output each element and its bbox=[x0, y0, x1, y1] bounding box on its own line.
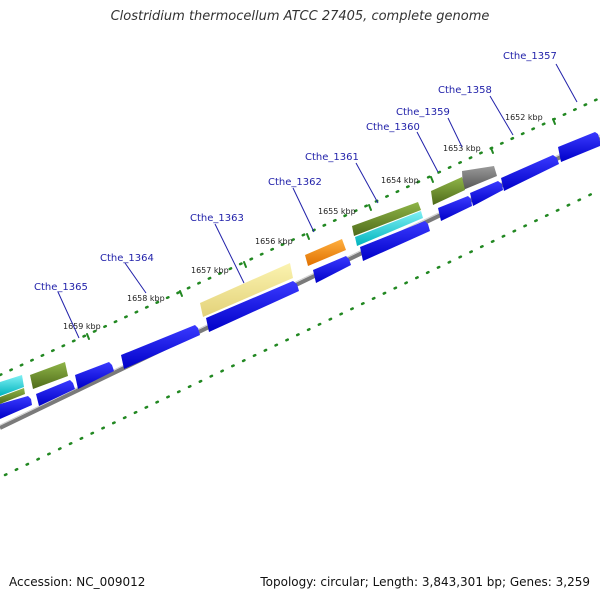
kbp-label: 1654 kbp bbox=[381, 176, 419, 185]
feature-cyan[interactable] bbox=[355, 211, 423, 246]
gene-label[interactable]: Cthe_1365 bbox=[34, 282, 88, 293]
leader-line bbox=[57, 291, 80, 339]
accession-text: Accession: NC_009012 bbox=[9, 575, 146, 589]
leader-line bbox=[555, 63, 578, 103]
major-tick bbox=[306, 233, 310, 240]
cds-arrow[interactable] bbox=[36, 380, 75, 406]
feature-orange[interactable] bbox=[305, 239, 346, 266]
cds-arrow[interactable] bbox=[558, 132, 600, 162]
leader-line bbox=[447, 117, 463, 148]
gene-leader-lines bbox=[57, 63, 578, 339]
leader-line bbox=[489, 95, 514, 136]
kbp-label: 1656 kbp bbox=[255, 237, 293, 246]
major-ticks bbox=[86, 118, 556, 340]
cds-arrow[interactable] bbox=[313, 256, 351, 283]
gene-label[interactable]: Cthe_1360 bbox=[366, 122, 420, 133]
gene-label[interactable]: Cthe_1363 bbox=[190, 213, 244, 224]
feature-khaki[interactable] bbox=[200, 263, 293, 317]
leader-line bbox=[416, 131, 439, 173]
major-tick bbox=[243, 261, 247, 268]
gene-label[interactable]: Cthe_1357 bbox=[503, 51, 557, 62]
major-tick bbox=[179, 290, 183, 297]
feature-gray[interactable] bbox=[462, 166, 497, 190]
leader-line bbox=[355, 162, 379, 204]
feature-olive[interactable] bbox=[0, 388, 25, 404]
map-title: Clostridium thermocellum ATCC 27405, com… bbox=[110, 9, 490, 24]
leader-line bbox=[124, 262, 147, 294]
major-tick bbox=[86, 333, 90, 340]
gene-label[interactable]: Cthe_1358 bbox=[438, 85, 492, 96]
gene-label[interactable]: Cthe_1364 bbox=[100, 253, 154, 264]
cds-arrow[interactable] bbox=[360, 221, 430, 261]
major-tick bbox=[368, 204, 372, 211]
kbp-label: 1652 kbp bbox=[505, 113, 543, 122]
cds-track bbox=[0, 132, 600, 419]
cds-arrow[interactable] bbox=[206, 281, 299, 332]
major-tick bbox=[430, 176, 434, 183]
feature-cyan[interactable] bbox=[0, 375, 24, 396]
gene-label[interactable]: Cthe_1361 bbox=[305, 152, 359, 163]
leader-line bbox=[214, 223, 245, 284]
gene-label[interactable]: Cthe_1362 bbox=[268, 177, 322, 188]
cds-arrow[interactable] bbox=[470, 181, 503, 206]
inner-tick-ring bbox=[3, 188, 600, 477]
kbp-label: 1657 kbp bbox=[191, 266, 229, 275]
kbp-label: 1655 kbp bbox=[318, 207, 356, 216]
genome-summary-text: Topology: circular; Length: 3,843,301 bp… bbox=[260, 575, 590, 589]
cds-arrow[interactable] bbox=[75, 362, 114, 389]
cds-arrow[interactable] bbox=[438, 196, 472, 221]
cds-arrow[interactable] bbox=[501, 155, 559, 191]
kbp-label-group: 1652 kbp 1653 kbp 1654 kbp 1655 kbp 1656… bbox=[63, 113, 543, 331]
cds-arrow[interactable] bbox=[0, 396, 32, 419]
kbp-label: 1659 kbp bbox=[63, 322, 101, 331]
outer-tick-ring bbox=[0, 96, 600, 377]
feature-olive[interactable] bbox=[431, 177, 465, 205]
kbp-label: 1658 kbp bbox=[127, 294, 165, 303]
gene-label[interactable]: Cthe_1359 bbox=[396, 107, 450, 118]
leader-line bbox=[292, 187, 315, 233]
cds-arrow[interactable] bbox=[121, 325, 200, 369]
feature-track bbox=[0, 166, 497, 404]
feature-olive[interactable] bbox=[352, 202, 421, 236]
major-tick bbox=[490, 147, 494, 154]
gene-label-group: Cthe_1357 Cthe_1358 Cthe_1359 Cthe_1360 … bbox=[34, 51, 557, 293]
major-tick bbox=[552, 118, 556, 125]
kbp-label: 1653 kbp bbox=[443, 144, 481, 153]
feature-olive[interactable] bbox=[30, 362, 68, 389]
